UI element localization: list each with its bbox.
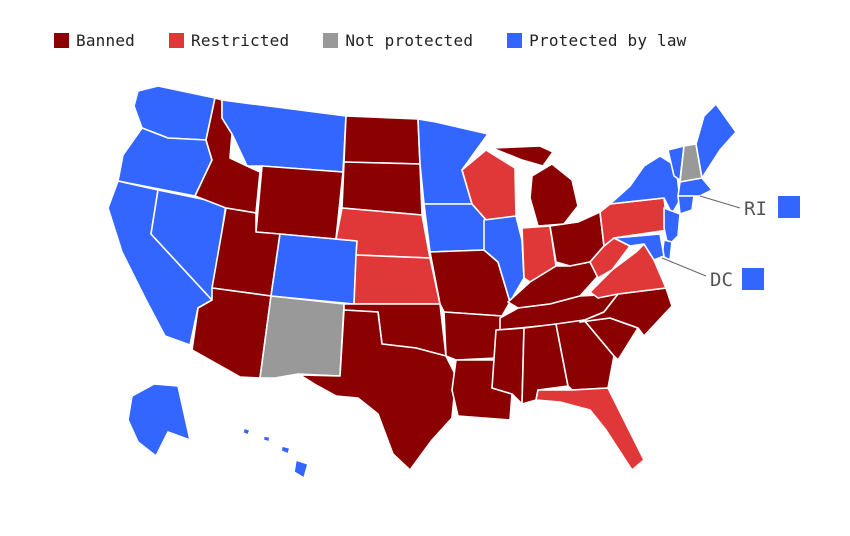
- state-ma[interactable]: [677, 177, 713, 197]
- legend-swatch-not-protected: [323, 33, 339, 48]
- state-ks[interactable]: [353, 254, 441, 305]
- ri-swatch[interactable]: [778, 196, 800, 218]
- state-nd[interactable]: [343, 115, 421, 165]
- state-md[interactable]: [613, 233, 665, 261]
- state-mi[interactable]: [491, 145, 579, 227]
- legend-item-not-protected: Not protected: [323, 31, 473, 50]
- state-fl[interactable]: [535, 387, 645, 471]
- state-wy[interactable]: [255, 165, 344, 240]
- state-nm[interactable]: [259, 295, 345, 379]
- legend-label-not-protected: Not protected: [345, 31, 474, 50]
- ri-leader-line: [699, 195, 741, 209]
- state-me[interactable]: [695, 103, 737, 179]
- state-co[interactable]: [270, 233, 358, 305]
- state-ms[interactable]: [491, 327, 525, 405]
- state-ct[interactable]: [677, 195, 695, 215]
- state-tx[interactable]: [299, 309, 457, 471]
- state-nj[interactable]: [663, 207, 681, 247]
- dc-leader-line: [661, 257, 707, 277]
- state-sd[interactable]: [341, 161, 423, 216]
- legend-swatch-banned: [54, 33, 69, 48]
- state-mt[interactable]: [221, 99, 347, 173]
- dc-swatch[interactable]: [742, 268, 764, 290]
- legend-swatch-restricted: [169, 33, 184, 48]
- dc-label: DC: [710, 269, 733, 291]
- state-il[interactable]: [483, 215, 525, 303]
- legend-item-protected: Protected by law: [507, 31, 686, 50]
- legend-label-restricted: Restricted: [191, 31, 290, 50]
- legend-swatch-protected: [507, 33, 523, 48]
- state-ak[interactable]: [127, 383, 191, 457]
- state-ar[interactable]: [443, 311, 503, 361]
- ri-label: RI: [744, 198, 767, 220]
- legend: Banned Restricted Not protected Protecte…: [54, 31, 720, 50]
- legend-label-protected: Protected by law: [529, 31, 687, 50]
- state-hi[interactable]: [242, 427, 309, 479]
- legend-item-restricted: Restricted: [169, 31, 289, 50]
- legend-item-banned: Banned: [54, 31, 135, 50]
- state-nc[interactable]: [579, 287, 673, 337]
- legend-label-banned: Banned: [76, 31, 135, 50]
